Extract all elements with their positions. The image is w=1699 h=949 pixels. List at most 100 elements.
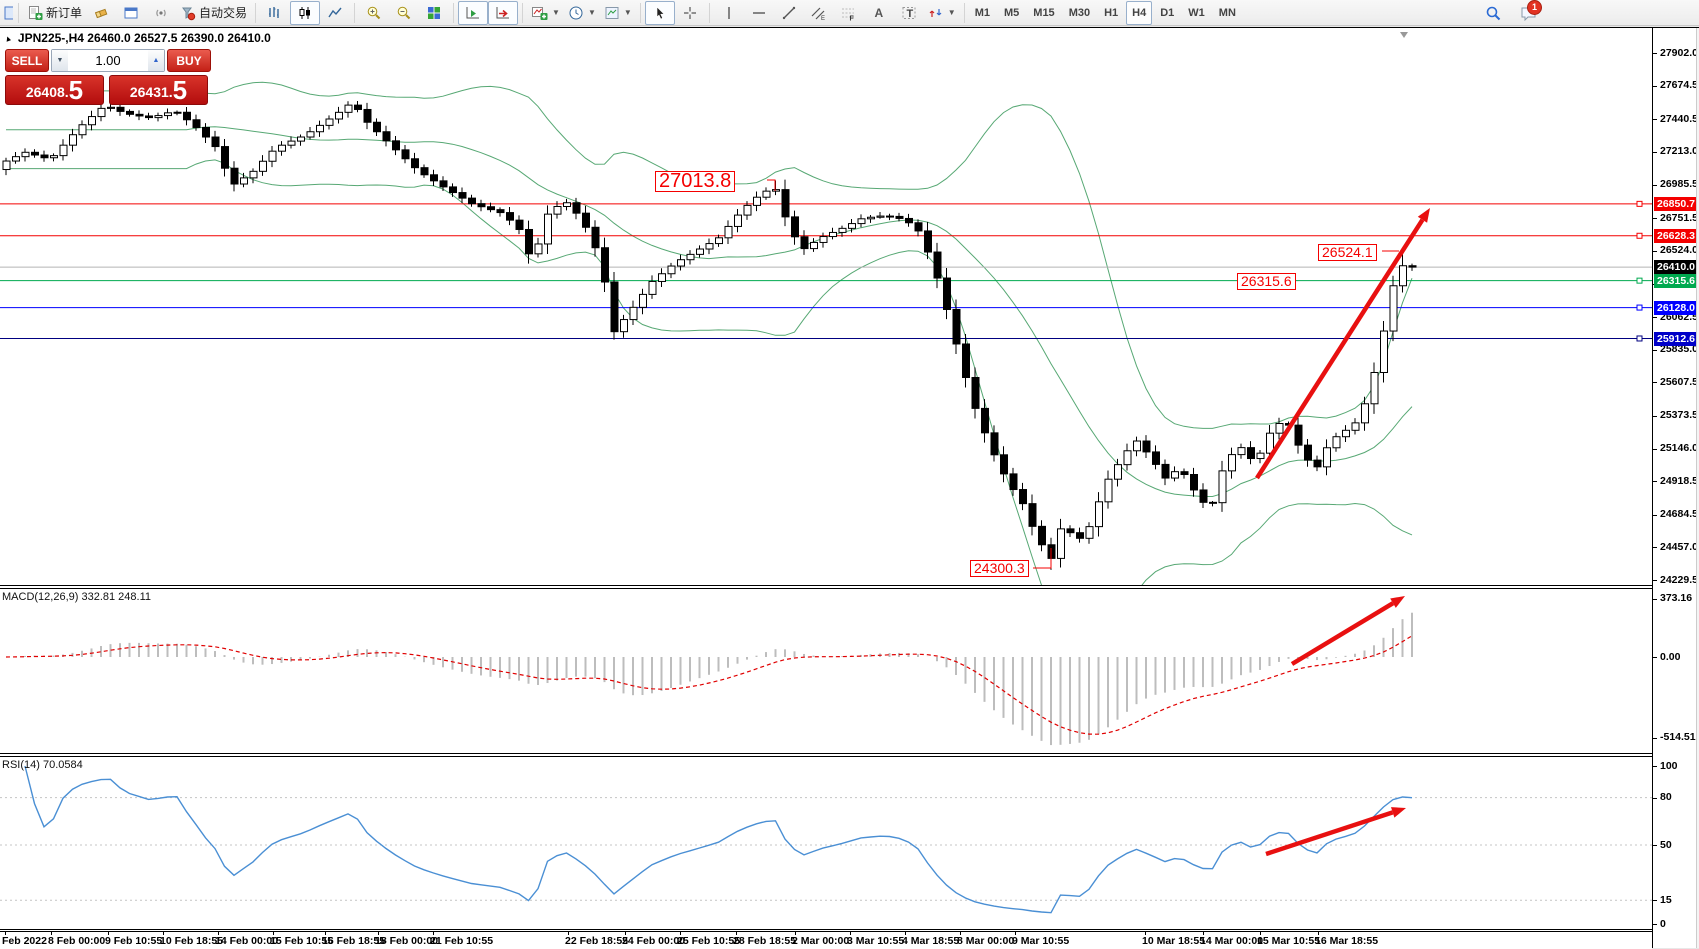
axis-tick-mark xyxy=(1653,845,1657,846)
main-chart-pane[interactable]: ▲ JPN225-,H4 26460.0 26527.5 26390.0 264… xyxy=(0,28,1652,585)
volume-value[interactable]: 1.00 xyxy=(95,53,121,68)
price-tag-26628.3: 26628.3 xyxy=(1654,228,1699,243)
chart-window-icon-clipped[interactable] xyxy=(2,1,14,25)
fibonacci-tool-icon[interactable]: F xyxy=(834,1,864,25)
horizontal-line-tool-icon[interactable] xyxy=(744,1,774,25)
buy-button[interactable]: BUY xyxy=(167,49,211,72)
tab-timeframe-W1[interactable]: W1 xyxy=(1188,6,1205,19)
auto-trading-button[interactable]: 自动交易 xyxy=(176,1,251,25)
time-axis-label: 25 Feb 10:55 xyxy=(677,935,741,947)
tab-timeframe-M1[interactable]: M1 xyxy=(974,6,990,19)
tab-timeframe-H1[interactable]: H1 xyxy=(1104,6,1119,19)
period-clock-icon[interactable]: ▼ xyxy=(564,1,600,25)
auto-trading-icon xyxy=(182,7,196,20)
tile-windows-icon[interactable] xyxy=(419,1,449,25)
time-axis-label: 15 Feb 10:55 xyxy=(270,935,334,947)
chart-shift-icon[interactable] xyxy=(488,0,519,25)
price-callout-27013.8[interactable]: 27013.8 xyxy=(655,171,736,192)
broadcast-icon[interactable] xyxy=(146,1,176,25)
price-callout-24300.3[interactable]: 24300.3 xyxy=(970,560,1029,577)
zoom-in-icon[interactable] xyxy=(359,1,389,25)
price-axis-tick: 25607.5 xyxy=(1660,375,1698,388)
time-axis-label: 9 Mar 10:55 xyxy=(1012,935,1070,947)
time-tick-mark xyxy=(1260,932,1261,935)
market-watch-window-icon[interactable] xyxy=(116,1,146,25)
time-axis[interactable]: Feb 2022 8 Feb 00:00 9 Feb 10:55 10 Feb 18:… xyxy=(0,931,1652,949)
axis-tick-mark xyxy=(1653,900,1657,902)
template-button[interactable]: ▼ xyxy=(600,1,636,25)
svg-text:E: E xyxy=(821,16,825,21)
toolbar-separator xyxy=(708,2,710,23)
axis-tick-mark xyxy=(1653,598,1657,600)
chat-notifications-button[interactable]: 1 xyxy=(1514,0,1544,25)
bar-chart-icon[interactable] xyxy=(260,1,290,25)
chat-badge: 1 xyxy=(1527,0,1542,15)
toolbar-separator xyxy=(255,2,257,23)
vertical-line-tool-icon[interactable] xyxy=(714,1,744,25)
pane-divider[interactable] xyxy=(0,585,1699,586)
rsi-canvas[interactable] xyxy=(0,757,1652,929)
toolbar-separator xyxy=(354,2,356,23)
candlestick-chart-icon[interactable] xyxy=(290,0,321,25)
axis-tick-mark xyxy=(1653,797,1657,799)
time-axis-label: Feb 2022 xyxy=(2,935,47,947)
tab-timeframe-M15[interactable]: M15 xyxy=(1033,6,1055,19)
arrows-tool-icon[interactable]: ▼ xyxy=(924,1,960,25)
price-callout-26315.6[interactable]: 26315.6 xyxy=(1237,273,1296,290)
price-axis-tick: 27213.0 xyxy=(1660,145,1698,158)
price-axis[interactable]: 27902.0 27674.5 27440.5 27213.0 26985.5 26751… xyxy=(1652,28,1699,948)
price-axis-tick: 24918.5 xyxy=(1660,474,1698,487)
channel-tool-icon[interactable]: E xyxy=(804,1,834,25)
sell-button[interactable]: SELL xyxy=(5,49,49,72)
tab-timeframe-H4[interactable]: H4 xyxy=(1126,0,1153,25)
pane-divider[interactable] xyxy=(0,753,1699,754)
auto-trading-label: 自动交易 xyxy=(199,6,248,20)
crosshair-tool-icon[interactable] xyxy=(675,1,705,25)
search-icon[interactable] xyxy=(1478,1,1508,25)
volume-decrease-button[interactable]: ▼ xyxy=(52,50,68,71)
line-chart-icon[interactable] xyxy=(320,1,350,25)
eraser-icon[interactable] xyxy=(86,1,116,25)
volume-increase-button[interactable]: ▲ xyxy=(148,50,164,71)
pane-divider[interactable] xyxy=(0,756,1699,757)
axis-tick-mark xyxy=(1653,514,1657,516)
new-order-button[interactable]: 新订单 xyxy=(23,1,86,25)
toolbar-right-cluster: 1 xyxy=(1478,0,1544,26)
rsi-pane[interactable]: RSI(14) 70.0584 xyxy=(0,757,1652,929)
text-tool-icon[interactable]: A xyxy=(874,5,884,20)
trendline-tool-icon[interactable] xyxy=(774,1,804,25)
price-tag-26850.7: 26850.7 xyxy=(1654,196,1699,211)
zoom-out-icon[interactable] xyxy=(389,1,419,25)
axis-tick-mark xyxy=(1653,119,1657,121)
price-callout-26524.1[interactable]: 26524.1 xyxy=(1318,244,1377,261)
text-label-tool-icon[interactable]: T xyxy=(894,1,924,25)
main-chart-canvas[interactable] xyxy=(0,28,1652,585)
cursor-tool-icon[interactable] xyxy=(644,0,675,25)
time-axis-label: 8 Feb 00:00 xyxy=(48,935,106,947)
time-tick-mark xyxy=(1145,932,1146,935)
axis-tick-mark xyxy=(1653,151,1657,153)
price-tag-26128.0: 26128.0 xyxy=(1654,300,1699,315)
time-axis-label: 4 Mar 18:55 xyxy=(902,935,960,947)
tab-timeframe-M30[interactable]: M30 xyxy=(1068,6,1091,19)
pane-divider[interactable] xyxy=(0,588,1699,589)
price-tag-26315.6: 26315.6 xyxy=(1654,273,1699,288)
one-click-toggle-icon[interactable]: ▲ xyxy=(2,32,14,44)
time-axis-label: 8 Mar 00:00 xyxy=(957,935,1015,947)
tab-timeframe-MN[interactable]: MN xyxy=(1218,6,1236,19)
time-tick-mark xyxy=(378,932,379,935)
sell-price-display[interactable]: 26408. 5 xyxy=(5,75,104,105)
macd-canvas[interactable] xyxy=(0,589,1652,753)
time-tick-mark xyxy=(680,932,681,935)
add-indicator-button[interactable]: ▼ xyxy=(527,1,564,25)
tab-timeframe-M5[interactable]: M5 xyxy=(1004,6,1020,19)
tab-timeframe-D1[interactable]: D1 xyxy=(1160,6,1175,19)
time-tick-mark xyxy=(736,932,737,935)
time-axis-label: 18 Feb 00:00 xyxy=(375,935,439,947)
auto-scroll-icon[interactable] xyxy=(458,0,489,25)
buy-price-big: 5 xyxy=(172,75,188,105)
buy-price-display[interactable]: 26431. 5 xyxy=(109,75,208,105)
toolbar: 新订单 自动交易 ▼ ▼ ▼ E F A T ▼ M1 M5 M15 M30 H1 H4 D… xyxy=(0,0,1699,26)
macd-pane[interactable]: MACD(12,26,9) 332.81 248.11 xyxy=(0,589,1652,753)
price-axis-tick: 26751.5 xyxy=(1660,211,1698,224)
